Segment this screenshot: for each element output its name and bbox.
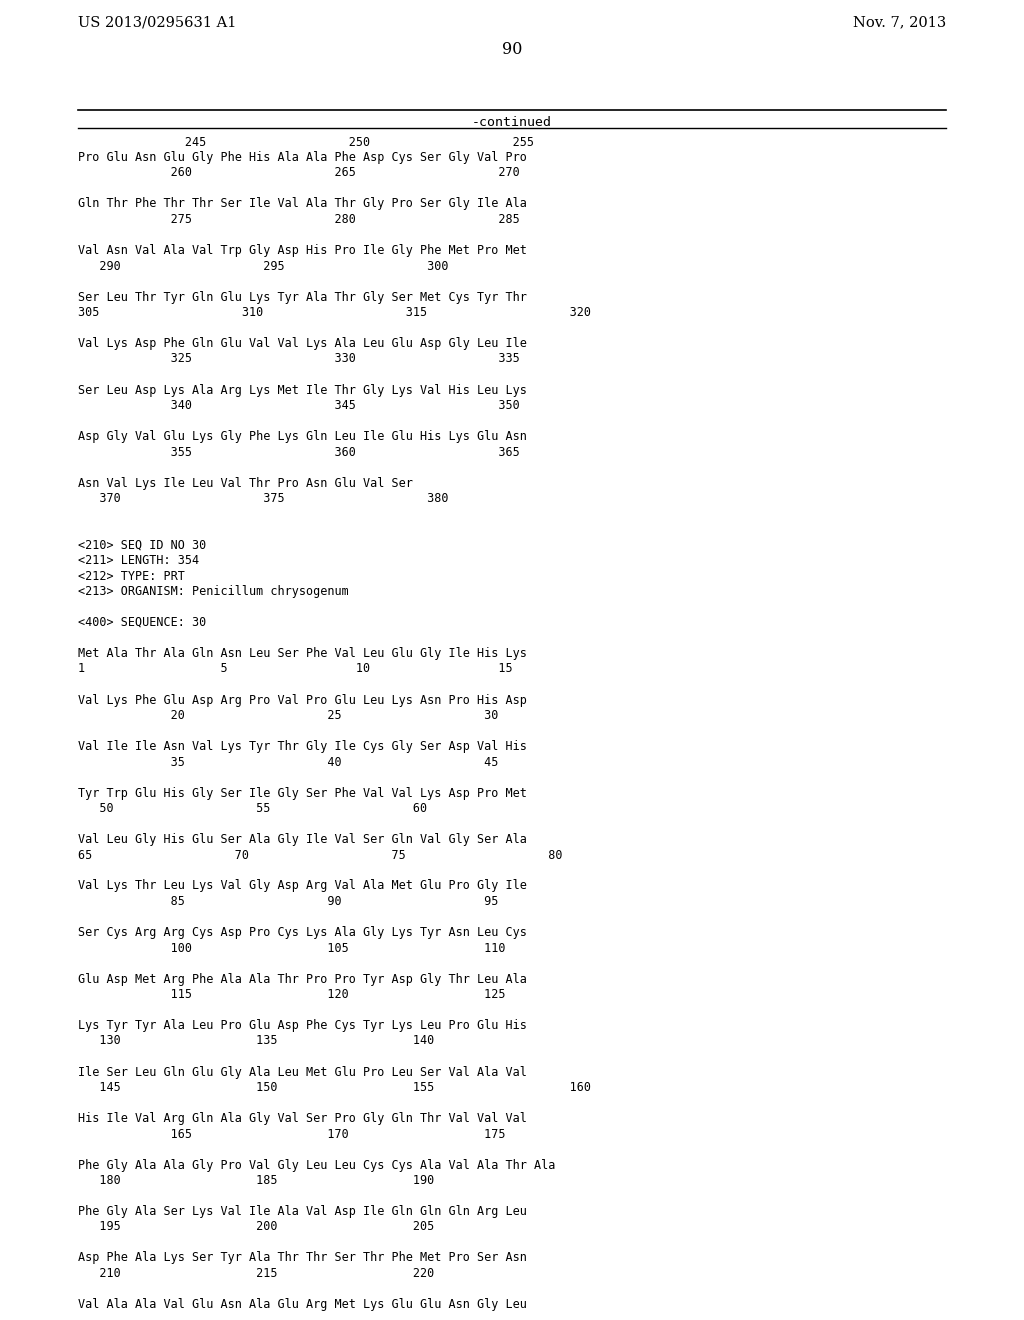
Text: 1                   5                  10                  15: 1 5 10 15 (78, 663, 513, 676)
Text: 85                    90                    95: 85 90 95 (78, 895, 499, 908)
Text: Val Ile Ile Asn Val Lys Tyr Thr Gly Ile Cys Gly Ser Asp Val His: Val Ile Ile Asn Val Lys Tyr Thr Gly Ile … (78, 741, 527, 752)
Text: <212> TYPE: PRT: <212> TYPE: PRT (78, 569, 185, 582)
Text: 90: 90 (502, 41, 522, 58)
Text: Gln Thr Phe Thr Thr Ser Ile Val Ala Thr Gly Pro Ser Gly Ile Ala: Gln Thr Phe Thr Thr Ser Ile Val Ala Thr … (78, 198, 527, 210)
Text: 130                   135                   140: 130 135 140 (78, 1035, 434, 1048)
Text: His Ile Val Arg Gln Ala Gly Val Ser Pro Gly Gln Thr Val Val Val: His Ile Val Arg Gln Ala Gly Val Ser Pro … (78, 1111, 527, 1125)
Text: <213> ORGANISM: Penicillum chrysogenum: <213> ORGANISM: Penicillum chrysogenum (78, 585, 349, 598)
Text: Ile Ser Leu Gln Glu Gly Ala Leu Met Glu Pro Leu Ser Val Ala Val: Ile Ser Leu Gln Glu Gly Ala Leu Met Glu … (78, 1065, 527, 1078)
Text: Ser Leu Asp Lys Ala Arg Lys Met Ile Thr Gly Lys Val His Leu Lys: Ser Leu Asp Lys Ala Arg Lys Met Ile Thr … (78, 384, 527, 396)
Text: 35                    40                    45: 35 40 45 (78, 755, 499, 768)
Text: Val Asn Val Ala Val Trp Gly Asp His Pro Ile Gly Phe Met Pro Met: Val Asn Val Ala Val Trp Gly Asp His Pro … (78, 244, 527, 257)
Text: 195                   200                   205: 195 200 205 (78, 1221, 434, 1233)
Text: Ser Cys Arg Arg Cys Asp Pro Cys Lys Ala Gly Lys Tyr Asn Leu Cys: Ser Cys Arg Arg Cys Asp Pro Cys Lys Ala … (78, 927, 527, 939)
Text: Val Ala Ala Val Glu Asn Ala Glu Arg Met Lys Glu Glu Asn Gly Leu: Val Ala Ala Val Glu Asn Ala Glu Arg Met … (78, 1298, 527, 1311)
Text: 210                   215                   220: 210 215 220 (78, 1267, 434, 1280)
Text: Met Ala Thr Ala Gln Asn Leu Ser Phe Val Leu Glu Gly Ile His Lys: Met Ala Thr Ala Gln Asn Leu Ser Phe Val … (78, 647, 527, 660)
Text: 165                   170                   175: 165 170 175 (78, 1127, 506, 1140)
Text: 275                    280                    285: 275 280 285 (78, 213, 520, 226)
Text: <211> LENGTH: 354: <211> LENGTH: 354 (78, 554, 199, 568)
Text: Asn Val Lys Ile Leu Val Thr Pro Asn Glu Val Ser: Asn Val Lys Ile Leu Val Thr Pro Asn Glu … (78, 477, 413, 490)
Text: 370                    375                    380: 370 375 380 (78, 492, 449, 506)
Text: 260                    265                    270: 260 265 270 (78, 166, 520, 180)
Text: 50                    55                    60: 50 55 60 (78, 803, 427, 814)
Text: Val Lys Asp Phe Gln Glu Val Val Lys Ala Leu Glu Asp Gly Leu Ile: Val Lys Asp Phe Gln Glu Val Val Lys Ala … (78, 337, 527, 350)
Text: Ser Leu Thr Tyr Gln Glu Lys Tyr Ala Thr Gly Ser Met Cys Tyr Thr: Ser Leu Thr Tyr Gln Glu Lys Tyr Ala Thr … (78, 290, 527, 304)
Text: <210> SEQ ID NO 30: <210> SEQ ID NO 30 (78, 539, 206, 552)
Text: Asp Phe Ala Lys Ser Tyr Ala Thr Thr Ser Thr Phe Met Pro Ser Asn: Asp Phe Ala Lys Ser Tyr Ala Thr Thr Ser … (78, 1251, 527, 1265)
Text: Glu Asp Met Arg Phe Ala Ala Thr Pro Pro Tyr Asp Gly Thr Leu Ala: Glu Asp Met Arg Phe Ala Ala Thr Pro Pro … (78, 973, 527, 986)
Text: 290                    295                    300: 290 295 300 (78, 260, 449, 272)
Text: -continued: -continued (472, 116, 552, 128)
Text: 180                   185                   190: 180 185 190 (78, 1173, 434, 1187)
Text: Val Leu Gly His Glu Ser Ala Gly Ile Val Ser Gln Val Gly Ser Ala: Val Leu Gly His Glu Ser Ala Gly Ile Val … (78, 833, 527, 846)
Text: 245                    250                    255: 245 250 255 (78, 136, 569, 149)
Text: 325                    330                    335: 325 330 335 (78, 352, 520, 366)
Text: Val Lys Thr Leu Lys Val Gly Asp Arg Val Ala Met Glu Pro Gly Ile: Val Lys Thr Leu Lys Val Gly Asp Arg Val … (78, 879, 527, 892)
Text: <400> SEQUENCE: 30: <400> SEQUENCE: 30 (78, 616, 206, 630)
Text: 65                    70                    75                    80: 65 70 75 80 (78, 849, 562, 862)
Text: 145                   150                   155                   160: 145 150 155 160 (78, 1081, 591, 1094)
Text: 115                   120                   125: 115 120 125 (78, 987, 506, 1001)
Text: 305                    310                    315                    320: 305 310 315 320 (78, 306, 591, 319)
Text: 340                    345                    350: 340 345 350 (78, 399, 520, 412)
Text: Lys Tyr Tyr Ala Leu Pro Glu Asp Phe Cys Tyr Lys Leu Pro Glu His: Lys Tyr Tyr Ala Leu Pro Glu Asp Phe Cys … (78, 1019, 527, 1032)
Text: US 2013/0295631 A1: US 2013/0295631 A1 (78, 15, 237, 29)
Text: 20                    25                    30: 20 25 30 (78, 709, 499, 722)
Text: Phe Gly Ala Ala Gly Pro Val Gly Leu Leu Cys Cys Ala Val Ala Thr Ala: Phe Gly Ala Ala Gly Pro Val Gly Leu Leu … (78, 1159, 555, 1172)
Text: 100                   105                   110: 100 105 110 (78, 941, 506, 954)
Text: Asp Gly Val Glu Lys Gly Phe Lys Gln Leu Ile Glu His Lys Glu Asn: Asp Gly Val Glu Lys Gly Phe Lys Gln Leu … (78, 430, 527, 444)
Text: Phe Gly Ala Ser Lys Val Ile Ala Val Asp Ile Gln Gln Gln Arg Leu: Phe Gly Ala Ser Lys Val Ile Ala Val Asp … (78, 1205, 527, 1218)
Text: Val Lys Phe Glu Asp Arg Pro Val Pro Glu Leu Lys Asn Pro His Asp: Val Lys Phe Glu Asp Arg Pro Val Pro Glu … (78, 693, 527, 706)
Text: 355                    360                    365: 355 360 365 (78, 446, 520, 458)
Text: Nov. 7, 2013: Nov. 7, 2013 (853, 15, 946, 29)
Text: Tyr Trp Glu His Gly Ser Ile Gly Ser Phe Val Val Lys Asp Pro Met: Tyr Trp Glu His Gly Ser Ile Gly Ser Phe … (78, 787, 527, 800)
Text: Pro Glu Asn Glu Gly Phe His Ala Ala Phe Asp Cys Ser Gly Val Pro: Pro Glu Asn Glu Gly Phe His Ala Ala Phe … (78, 150, 527, 164)
